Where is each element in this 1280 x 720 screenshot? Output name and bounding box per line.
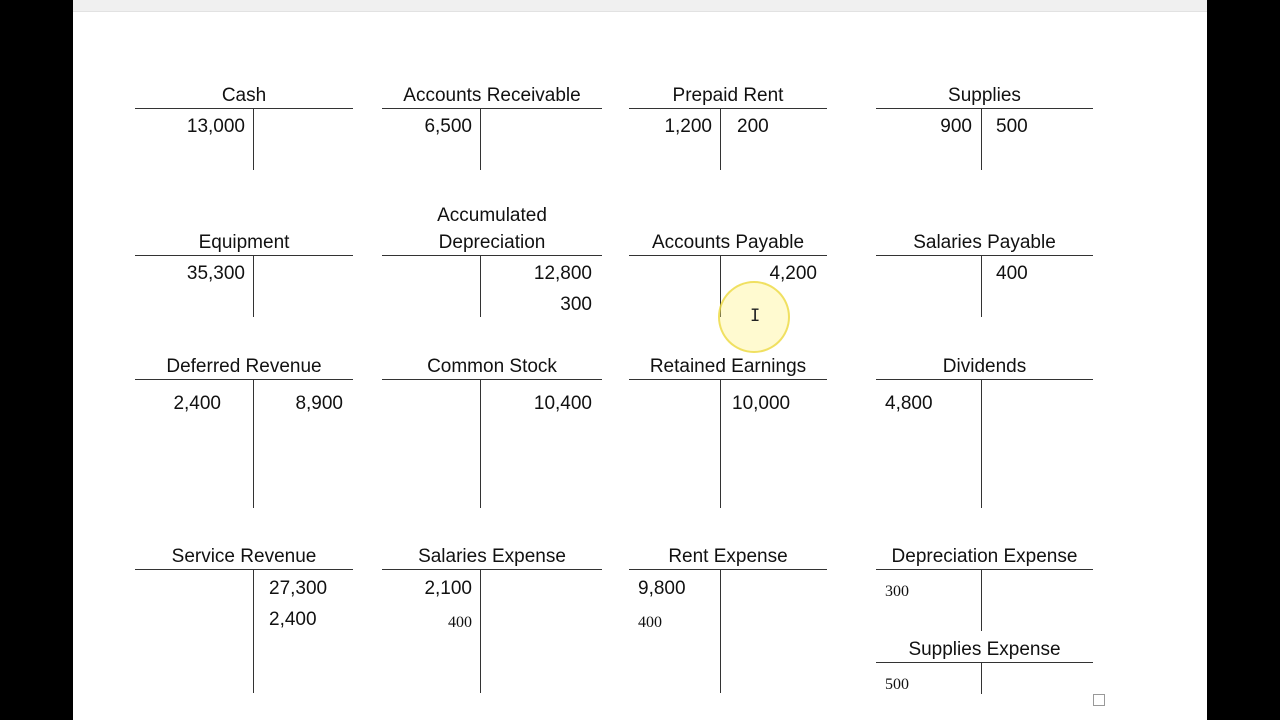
credit-amount: 10,000 <box>732 393 791 414</box>
t-account-accumulated-depreciation: Accumulated Depreciation 12,800 300 <box>382 202 602 319</box>
account-title: Rent Expense <box>668 546 788 567</box>
t-account-top-line <box>382 379 602 380</box>
t-account-divider <box>480 379 481 508</box>
t-account-top-line <box>629 379 827 380</box>
account-title: Service Revenue <box>171 546 317 567</box>
account-title-line-2: Depreciation <box>438 232 546 253</box>
account-title: Salaries Payable <box>913 232 1056 253</box>
credit-amount: 2,400 <box>269 609 317 630</box>
t-account-divider <box>981 255 982 317</box>
account-title: Salaries Expense <box>418 546 566 567</box>
t-account-divider <box>480 255 481 317</box>
debit-amount: 900 <box>940 116 972 137</box>
text-cursor-icon: I <box>750 306 761 326</box>
t-account-top-line <box>629 569 827 570</box>
debit-amount: 300 <box>885 583 909 600</box>
t-account-divider <box>981 108 982 170</box>
account-title: Supplies <box>948 85 1021 106</box>
t-account-divider <box>981 379 982 508</box>
account-title-line-1: Accumulated <box>437 205 547 226</box>
t-account-salaries-expense: Salaries Expense 2,100 400 <box>382 543 602 695</box>
t-account-top-line <box>135 108 353 109</box>
t-account-divider <box>981 569 982 631</box>
t-account-divider <box>253 108 254 170</box>
credit-amount: 500 <box>996 116 1028 137</box>
t-account-cash: Cash 13,000 <box>135 82 353 172</box>
credit-amount: 8,900 <box>295 393 343 414</box>
t-account-divider <box>253 255 254 317</box>
debit-amount: 6,500 <box>424 116 472 137</box>
t-account-service-revenue: Service Revenue 27,300 2,400 <box>135 543 353 695</box>
account-title: Equipment <box>198 232 290 253</box>
cursor-highlight-icon <box>718 281 790 353</box>
t-account-top-line <box>629 108 827 109</box>
t-account-salaries-payable: Salaries Payable 400 <box>876 229 1093 319</box>
t-account-accounts-receivable: Accounts Receivable 6,500 <box>382 82 602 172</box>
checkbox-icon[interactable] <box>1093 694 1105 706</box>
t-account-accounts-payable: Accounts Payable 4,200 <box>629 229 827 319</box>
credit-amount: 200 <box>737 116 769 137</box>
debit-amount: 2,100 <box>424 578 472 599</box>
t-account-prepaid-rent: Prepaid Rent 1,200 200 <box>629 82 827 172</box>
document-page: Cash 13,000 Accounts Receivable 6,500 Pr… <box>73 0 1207 720</box>
t-account-deferred-revenue: Deferred Revenue 2,400 8,900 <box>135 353 353 509</box>
t-account-divider <box>720 379 721 508</box>
t-account-top-line <box>135 379 353 380</box>
t-account-top-line <box>876 569 1093 570</box>
t-account-top-line <box>876 108 1093 109</box>
t-account-top-line <box>382 569 602 570</box>
credit-amount: 27,300 <box>269 578 328 599</box>
credit-amount: 300 <box>560 294 592 315</box>
debit-amount: 4,800 <box>885 393 933 414</box>
debit-amount: 9,800 <box>638 578 686 599</box>
debit-amount: 400 <box>448 614 472 631</box>
t-account-top-line <box>382 255 602 256</box>
t-account-top-line <box>135 569 353 570</box>
debit-amount: 2,400 <box>173 393 221 414</box>
account-title: Depreciation Expense <box>891 546 1078 567</box>
t-account-divider <box>253 569 254 693</box>
t-account-retained-earnings: Retained Earnings 10,000 <box>629 353 827 509</box>
t-account-top-line <box>629 255 827 256</box>
t-account-divider <box>720 255 721 317</box>
debit-amount: 500 <box>885 676 909 693</box>
debit-amount: 400 <box>638 614 662 631</box>
account-title: Common Stock <box>427 356 557 377</box>
account-title: Supplies Expense <box>908 639 1061 660</box>
credit-amount: 4,200 <box>769 263 817 284</box>
t-account-common-stock: Common Stock 10,400 <box>382 353 602 509</box>
t-account-depreciation-expense: Depreciation Expense 300 <box>876 543 1093 633</box>
t-account-top-line <box>876 255 1093 256</box>
t-account-supplies-expense: Supplies Expense 500 <box>876 636 1093 696</box>
t-account-divider <box>720 108 721 170</box>
credit-amount: 10,400 <box>533 393 592 414</box>
account-title: Dividends <box>942 356 1027 377</box>
account-title: Prepaid Rent <box>672 85 784 106</box>
debit-amount: 13,000 <box>186 116 245 137</box>
debit-amount: 35,300 <box>186 263 245 284</box>
account-title: Accounts Receivable <box>403 85 581 106</box>
t-account-divider <box>480 108 481 170</box>
credit-amount: 12,800 <box>533 263 592 284</box>
debit-amount: 1,200 <box>664 116 712 137</box>
account-title: Deferred Revenue <box>166 356 322 377</box>
t-account-divider <box>480 569 481 693</box>
t-account-dividends: Dividends 4,800 <box>876 353 1093 509</box>
t-account-rent-expense: Rent Expense 9,800 400 <box>629 543 827 695</box>
t-account-top-line <box>876 662 1093 663</box>
account-title: Accounts Payable <box>651 232 805 253</box>
top-toolbar-strip <box>73 0 1207 12</box>
account-title: Retained Earnings <box>649 356 807 377</box>
t-account-top-line <box>135 255 353 256</box>
account-title: Cash <box>221 85 267 106</box>
credit-amount: 400 <box>996 263 1028 284</box>
t-account-top-line <box>382 108 602 109</box>
t-account-divider <box>720 569 721 693</box>
t-account-supplies: Supplies 900 500 <box>876 82 1093 172</box>
t-account-equipment: Equipment 35,300 <box>135 229 353 319</box>
t-account-divider <box>981 662 982 694</box>
t-account-top-line <box>876 379 1093 380</box>
t-account-divider <box>253 379 254 508</box>
